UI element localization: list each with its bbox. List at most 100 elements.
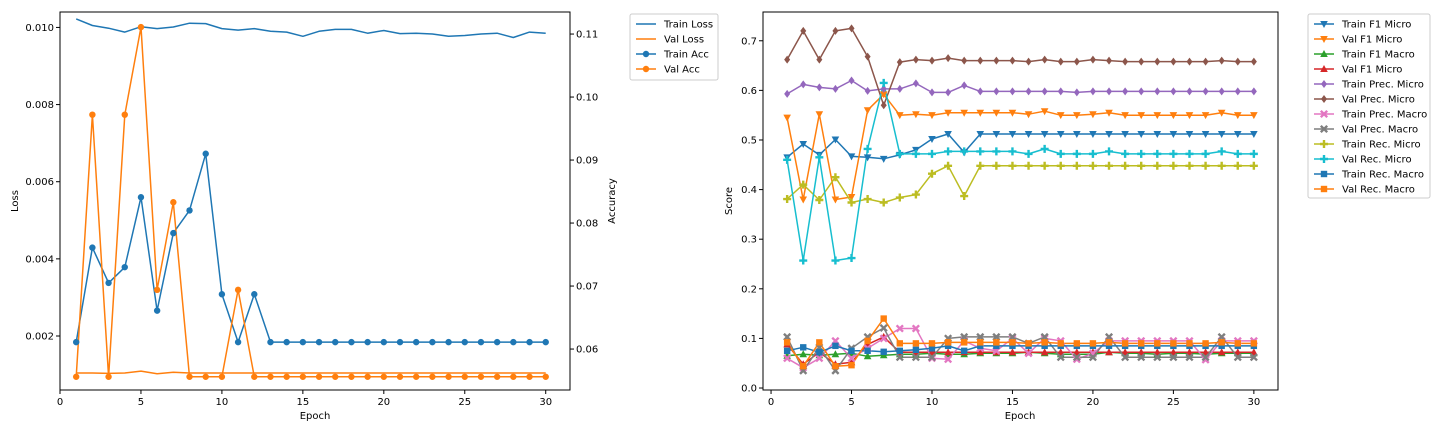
chart0-point-val-acc: [234, 286, 242, 294]
chart0-point-train-acc: [412, 338, 420, 346]
chart0-x-tick-label: 25: [458, 397, 471, 408]
chart0-point-train-acc: [153, 307, 161, 314]
chart0-point-val-acc: [202, 373, 209, 380]
chart1-point-train-f1-micro: [1056, 131, 1065, 139]
chart1-point-train-rec-micro: [1121, 161, 1130, 170]
chart0-point-train-acc: [72, 338, 80, 346]
chart1-point-train-prec-micro: [928, 88, 935, 97]
chart1-x-axis-label: Epoch: [1005, 411, 1036, 422]
chart1-point-train-prec-micro: [1025, 87, 1032, 96]
chart1-point-train-rec-micro: [783, 195, 792, 204]
chart1-point-val-f1-micro: [1089, 111, 1097, 119]
chart1-point-val-prec-macro: [976, 332, 985, 341]
chart1-point-train-f1-micro: [992, 131, 1001, 139]
chart0-y-tick-label: 0.008: [25, 100, 54, 111]
chart0-point-val-acc: [493, 373, 501, 380]
chart1-point-val-f1-micro: [1121, 348, 1129, 356]
chart1-point-val-rec-macro: [1009, 339, 1016, 346]
chart1-point-val-rec-micro: [1137, 149, 1146, 158]
chart1-point-train-rec-macro: [1009, 342, 1016, 350]
chart1-point-train-rec-macro: [864, 347, 871, 355]
chart0-point-train-acc: [170, 229, 177, 237]
chart0-y-axis-label: Loss: [10, 190, 21, 212]
chart0-point-train-acc: [299, 338, 307, 346]
chart1-point-train-rec-micro: [1024, 161, 1033, 170]
chart1-series-line-train-prec-macro: [786, 327, 1254, 369]
chart1-point-train-rec-micro: [1233, 161, 1242, 170]
chart1-point-train-rec-macro: [1218, 342, 1225, 350]
score-metrics-chart: 0 5 10 15 20 25 30 0.0 0.1 0.2 0.3 0.4 0.5 0.6 0.7 Epo…: [724, 11, 1431, 422]
chart1-point-train-prec-macro: [944, 355, 953, 364]
chart1-point-train-f1-micro: [976, 131, 985, 139]
chart0-point-val-acc: [429, 373, 436, 380]
chart1-point-val-rec-micro: [960, 147, 969, 156]
chart1-point-train-prec-micro: [1186, 87, 1193, 96]
chart1-point-val-prec-macro: [1088, 353, 1097, 362]
chart1-legend-marker-val-rec-macro: [1320, 185, 1328, 193]
chart1-x-tick-label: 10: [926, 397, 939, 408]
chart1-point-val-prec-micro: [832, 26, 839, 35]
chart1-point-val-rec-macro: [832, 362, 839, 370]
chart0-point-val-acc: [542, 373, 549, 380]
chart1-point-train-prec-micro: [1234, 87, 1241, 96]
chart1-point-val-rec-micro: [944, 147, 953, 156]
chart1-legend-label: Train Rec. Micro: [1341, 140, 1421, 151]
chart1-point-val-f1-micro: [928, 112, 936, 120]
chart1-point-val-prec-micro: [864, 52, 871, 61]
chart1-point-val-rec-micro: [815, 153, 824, 162]
chart1-point-train-rec-micro: [1153, 161, 1162, 170]
chart1-point-val-prec-micro: [800, 26, 807, 35]
chart1-point-val-rec-macro: [1041, 339, 1048, 346]
chart1-point-train-rec-micro: [1169, 161, 1178, 170]
chart1-legend-label: Train Prec. Macro: [1341, 110, 1427, 121]
chart0-point-val-acc: [526, 373, 533, 380]
chart0-point-val-acc: [412, 373, 420, 380]
chart1-legend-label: Train Prec. Micro: [1341, 80, 1424, 91]
chart0-point-val-acc: [153, 286, 161, 294]
chart1-y-tick-label: 0.5: [741, 135, 757, 146]
chart1-point-train-f1-micro: [1121, 131, 1129, 139]
chart1-point-val-rec-micro: [847, 254, 856, 263]
chart0-point-val-acc: [105, 373, 112, 380]
chart1-point-train-prec-macro: [815, 354, 824, 363]
chart0-y2-axis-label: Accuracy: [607, 178, 618, 224]
chart0-x-tick-label: 5: [138, 397, 144, 408]
chart1-point-train-prec-micro: [1057, 87, 1064, 96]
chart0-y2-tick-label: 0.07: [576, 282, 598, 293]
chart0-series-line-train-loss: [75, 18, 546, 39]
chart1-point-val-f1-micro: [1056, 348, 1065, 356]
chart1-point-val-rec-macro: [800, 362, 807, 370]
chart1-plot-frame: [762, 11, 1279, 391]
chart0-y2-tick-label: 0.10: [576, 93, 598, 104]
chart1-point-val-rec-macro: [1154, 340, 1161, 347]
chart1-point-train-f1-micro: [1137, 131, 1146, 139]
chart1-point-train-f1-micro: [799, 140, 808, 148]
chart1-point-val-f1-micro: [1056, 112, 1065, 120]
chart0-x-tick-label: 0: [57, 397, 63, 408]
chart1-point-val-prec-macro: [1056, 353, 1065, 362]
chart1-point-val-prec-macro: [1217, 332, 1226, 341]
chart1-point-train-prec-micro: [1041, 87, 1048, 96]
chart1-point-train-rec-macro: [800, 344, 807, 351]
chart1-point-train-rec-micro: [847, 198, 856, 207]
chart0-point-train-acc: [542, 338, 549, 346]
chart1-point-val-prec-micro: [928, 56, 935, 65]
chart0-point-train-acc: [348, 338, 355, 346]
chart1-point-train-prec-micro: [848, 76, 855, 85]
chart1-point-val-prec-micro: [1202, 57, 1209, 66]
chart0-point-train-acc: [445, 338, 452, 346]
chart1-point-train-rec-macro: [783, 347, 791, 355]
chart1-point-val-f1-micro: [1201, 348, 1210, 356]
chart1-point-train-rec-micro: [1185, 161, 1194, 170]
chart1-point-val-rec-micro: [1121, 149, 1130, 158]
chart1-point-val-prec-micro: [880, 101, 887, 110]
chart1-point-val-rec-micro: [1056, 149, 1065, 158]
chart1-point-val-f1-micro: [1137, 112, 1146, 120]
chart1-point-train-rec-micro: [1137, 161, 1146, 170]
chart1-point-train-rec-micro: [799, 180, 808, 189]
chart1-point-val-prec-macro: [1233, 353, 1242, 362]
chart1-point-train-prec-micro: [1202, 87, 1209, 96]
chart1-point-train-rec-micro: [879, 198, 888, 207]
chart1-point-train-prec-micro: [977, 87, 984, 96]
chart1-x-tick-label: 15: [1006, 397, 1019, 408]
